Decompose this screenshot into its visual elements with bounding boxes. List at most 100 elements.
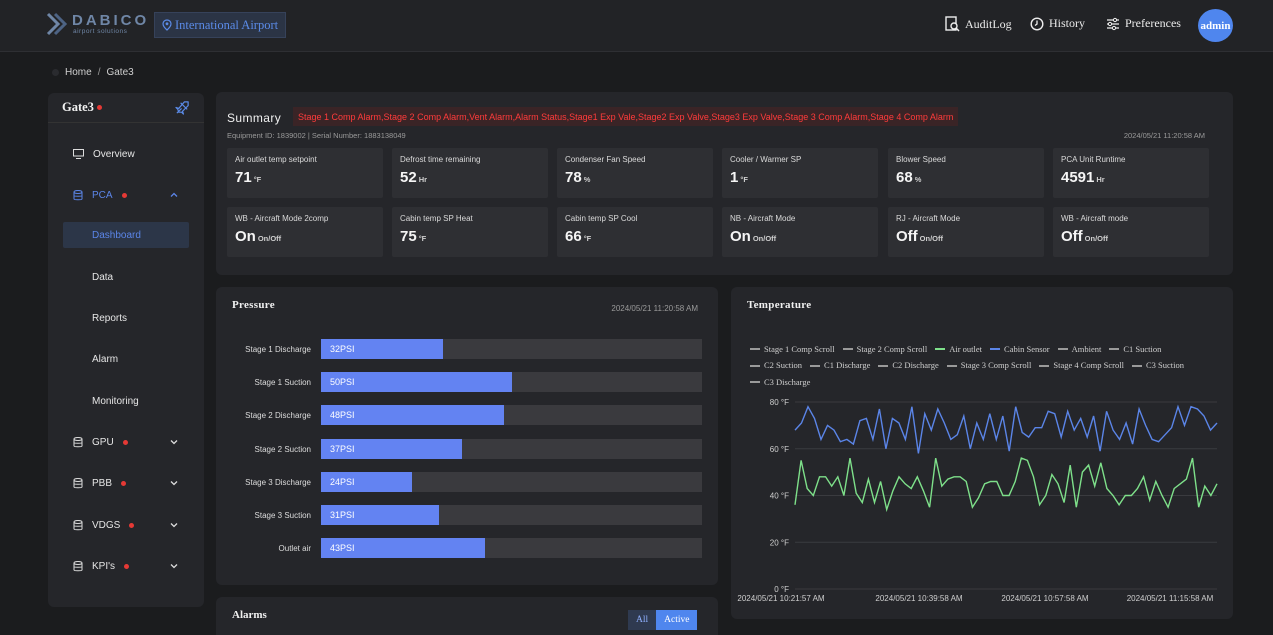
- location-selector[interactable]: International Airport: [154, 12, 287, 38]
- breadcrumb-current: Gate3: [106, 67, 134, 78]
- legend-item[interactable]: Ambient: [1057, 342, 1101, 357]
- pressure-bar-track: 31PSI: [321, 505, 702, 525]
- sidebar-item-label: KPI's: [92, 560, 116, 572]
- sidebar-item-label: GPU: [92, 436, 114, 448]
- legend-item[interactable]: Air outlet: [935, 342, 982, 357]
- sidebar-item-pca[interactable]: PCA: [63, 182, 189, 208]
- legend-item[interactable]: C3 Discharge: [750, 375, 810, 390]
- legend-item[interactable]: C1 Suction: [1109, 342, 1161, 357]
- metric-label: Air outlet temp setpoint: [235, 155, 317, 164]
- pressure-bar-track: 37PSI: [321, 438, 702, 459]
- metric-label: WB - Aircraft Mode 2comp: [235, 214, 329, 223]
- y-tick-label: 40 °F: [770, 492, 789, 501]
- metric-label: WB - Aircraft mode: [1061, 214, 1129, 223]
- metric-card: NB - Aircraft Mode On On/Off: [722, 207, 878, 257]
- metric-value-row: 71 °F: [235, 169, 375, 186]
- sidebar: Gate3 Overview PCA Dashboard Data Report…: [48, 93, 204, 607]
- user-avatar[interactable]: admin: [1198, 9, 1233, 42]
- pressure-bar-value: 24PSI: [330, 476, 355, 487]
- metric-value-row: On On/Off: [235, 228, 375, 245]
- legend-item[interactable]: Stage 4 Comp Scroll: [1039, 358, 1124, 373]
- sidebar-item-monitoring[interactable]: Monitoring: [63, 388, 189, 414]
- pressure-bar-value: 32PSI: [330, 344, 355, 354]
- metric-value: On: [730, 228, 751, 245]
- pressure-panel: Pressure 2024/05/21 11:20:58 AM Stage 1 …: [216, 287, 718, 585]
- legend-label: Stage 1 Comp Scroll: [764, 343, 835, 354]
- pressure-bar-row: Stage 1 Discharge 32PSI: [216, 339, 718, 359]
- metric-card: RJ - Aircraft Mode Off On/Off: [888, 207, 1044, 257]
- legend-swatch: [842, 348, 853, 350]
- sidebar-item-label: Dashboard: [92, 229, 141, 241]
- legend-swatch: [1057, 348, 1068, 350]
- metric-card: Condenser Fan Speed 78%: [557, 148, 713, 198]
- series-line: [794, 457, 1218, 513]
- history-link[interactable]: History: [1030, 16, 1085, 31]
- pressure-bar-fill: [321, 372, 512, 393]
- sidebar-item-kpis[interactable]: KPI's: [63, 553, 189, 579]
- legend-item[interactable]: Stage 1 Comp Scroll: [750, 342, 835, 357]
- pressure-bar-track: 24PSI: [321, 471, 702, 492]
- summary-panel: Summary Stage 1 Comp Alarm,Stage 2 Comp …: [216, 92, 1233, 275]
- sidebar-item-gpu[interactable]: GPU: [63, 429, 189, 455]
- pressure-bar-fill: [321, 339, 443, 359]
- pressure-bar-track: 50PSI: [321, 372, 702, 393]
- filter-active-button[interactable]: Active: [656, 610, 698, 630]
- pressure-bar-row: Outlet air 43PSI: [216, 538, 718, 559]
- preferences-label: Preferences: [1125, 16, 1181, 30]
- sidebar-item-reports[interactable]: Reports: [63, 305, 189, 331]
- legend-item[interactable]: C2 Suction: [750, 358, 802, 373]
- legend-swatch: [810, 364, 821, 367]
- filter-all-button[interactable]: All: [628, 610, 657, 630]
- metric-label: Defrost time remaining: [400, 155, 481, 164]
- metric-value: 68: [896, 169, 913, 186]
- legend-item[interactable]: C3 Suction: [1131, 358, 1184, 373]
- metric-card: WB - Aircraft Mode 2comp On On/Off: [227, 207, 383, 257]
- plane-icon[interactable]: [175, 100, 190, 115]
- preferences-link[interactable]: Preferences: [1106, 16, 1181, 31]
- y-tick-label: 80 °F: [770, 398, 789, 407]
- alert-dot: [96, 105, 102, 110]
- pressure-bar-value: 43PSI: [330, 543, 355, 554]
- sidebar-item-dashboard[interactable]: Dashboard: [63, 222, 189, 248]
- metric-label: RJ - Aircraft Mode: [896, 214, 961, 223]
- sidebar-item-data[interactable]: Data: [63, 264, 189, 290]
- auditlog-label: AuditLog: [965, 16, 1012, 31]
- alert-dot: [121, 192, 127, 198]
- chart-legend: Stage 1 Comp Scroll Stage 2 Comp Scroll Ai…: [750, 340, 1220, 390]
- temperature-title: Temperature: [747, 299, 812, 311]
- y-tick-label: 60 °F: [770, 445, 789, 454]
- pressure-bar-value: 50PSI: [330, 377, 355, 388]
- gate-title-label: Gate3: [62, 100, 94, 114]
- metric-value: On: [235, 228, 256, 245]
- metric-unit: Hr: [418, 175, 428, 184]
- metric-card: Cabin temp SP Heat 75 °F: [392, 207, 548, 257]
- metric-value-row: Off On/Off: [1061, 228, 1201, 245]
- auditlog-link[interactable]: AuditLog: [945, 16, 1012, 32]
- legend-item[interactable]: Cabin Sensor: [990, 342, 1050, 357]
- database-icon: [73, 189, 83, 200]
- pressure-bar-label: Outlet air: [278, 544, 311, 554]
- pressure-bar-fill: [321, 505, 440, 525]
- pressure-bar-fill: [321, 471, 413, 492]
- series-line: [794, 404, 1218, 454]
- sidebar-item-label: Monitoring: [92, 395, 139, 407]
- legend-label: C1 Discharge: [824, 360, 871, 370]
- sidebar-item-overview[interactable]: Overview: [63, 141, 189, 167]
- legend-item[interactable]: C1 Discharge: [810, 358, 870, 373]
- breadcrumb-home[interactable]: Home: [65, 67, 92, 78]
- sidebar-item-vdgs[interactable]: VDGS: [63, 512, 189, 538]
- metric-value: 75: [400, 228, 417, 245]
- metric-value-row: 1 °F: [730, 169, 870, 186]
- metric-value: 78: [565, 169, 582, 186]
- legend-item[interactable]: Stage 3 Comp Scroll: [946, 358, 1031, 373]
- legend-label: Stage 2 Comp Scroll: [856, 343, 928, 354]
- legend-item[interactable]: Stage 2 Comp Scroll: [842, 342, 928, 357]
- legend-item[interactable]: C2 Discharge: [878, 358, 939, 373]
- sidebar-item-pbb[interactable]: PBB: [63, 470, 189, 496]
- sidebar-item-alarm[interactable]: Alarm: [63, 346, 189, 372]
- alert-dot: [122, 439, 128, 445]
- metric-value-row: 52 Hr: [400, 169, 540, 186]
- dabico-logo[interactable]: DABICO airport solutions: [46, 12, 146, 38]
- metric-unit: °F: [583, 234, 592, 243]
- alert-dot: [121, 480, 127, 486]
